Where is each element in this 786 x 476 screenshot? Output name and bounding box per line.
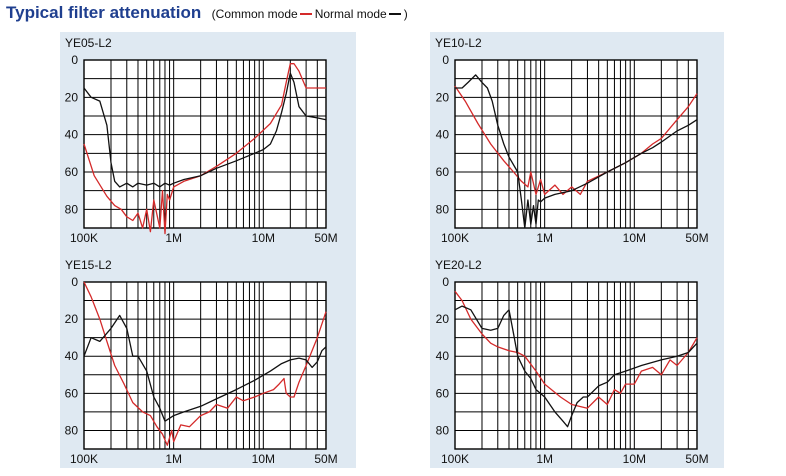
y-tick-label: 40	[436, 349, 450, 363]
x-tick-label: 10M	[623, 231, 646, 245]
y-tick-label: 20	[436, 90, 450, 104]
y-tick-label: 40	[65, 128, 79, 142]
plot-frame	[83, 281, 327, 450]
plot-area	[84, 60, 326, 228]
chart-4: YE20-L2 0 20 40 60 80 100K 1M 10M 50M	[430, 254, 724, 468]
y-tick-label: 0	[71, 53, 78, 67]
x-tick-label: 100K	[441, 231, 469, 245]
x-tick-label: 50M	[685, 452, 708, 466]
chart-2: YE10-L2 0 20 40 60 80 100K 1M 10M 50M	[430, 32, 724, 254]
common-mode-swatch	[299, 12, 312, 15]
chart-title: YE05-L2	[65, 36, 112, 50]
normal-mode-swatch	[388, 12, 401, 15]
legend-close-text: )	[403, 7, 408, 21]
y-tick-label: 80	[436, 423, 450, 437]
chart-title: YE20-L2	[435, 258, 482, 272]
figure-title: Typical filter attenuation (Common mode N…	[6, 3, 408, 23]
plot-frame	[454, 281, 698, 450]
common-mode-line	[454, 290, 698, 409]
legend-open-text: (Common mode	[211, 7, 298, 21]
legend-normal-text: Normal mode	[314, 7, 387, 21]
plot-area	[455, 282, 697, 449]
y-tick-label: 0	[71, 275, 78, 289]
x-tick-label: 50M	[685, 231, 708, 245]
y-tick-label: 20	[65, 312, 79, 326]
common-mode-line	[83, 281, 327, 446]
legend: (Common mode Normal mode)	[212, 7, 408, 21]
chart-title: YE15-L2	[65, 258, 112, 272]
y-tick-label: 0	[442, 53, 449, 67]
x-tick-label: 1M	[165, 231, 182, 245]
x-tick-label: 50M	[314, 452, 337, 466]
y-tick-label: 40	[65, 349, 79, 363]
x-tick-label: 50M	[314, 231, 337, 245]
y-tick-label: 40	[436, 128, 450, 142]
x-tick-label: 1M	[536, 231, 553, 245]
x-tick-label: 1M	[536, 452, 553, 466]
common-mode-line	[83, 63, 326, 235]
plot-frame	[454, 59, 698, 229]
y-tick-label: 20	[436, 312, 450, 326]
x-tick-label: 100K	[70, 231, 98, 245]
main-title: Typical filter attenuation	[6, 3, 202, 22]
plot-area	[455, 60, 697, 228]
y-tick-label: 0	[442, 275, 449, 289]
chart-3: YE15-L2 0 20 40 60 80 100K 1M 10M 50M	[60, 254, 356, 468]
chart-title: YE10-L2	[435, 36, 482, 50]
x-tick-label: 10M	[252, 231, 275, 245]
y-tick-label: 60	[65, 165, 79, 179]
normal-mode-line	[455, 74, 698, 229]
y-tick-label: 80	[65, 423, 79, 437]
y-tick-label: 60	[436, 165, 450, 179]
x-tick-label: 1M	[165, 452, 182, 466]
y-tick-label: 80	[436, 202, 450, 216]
y-tick-label: 20	[65, 90, 79, 104]
y-tick-label: 80	[65, 202, 79, 216]
y-tick-label: 60	[65, 386, 79, 400]
x-tick-label: 100K	[441, 452, 469, 466]
x-tick-label: 10M	[623, 452, 646, 466]
normal-mode-line	[83, 72, 327, 188]
common-mode-line	[454, 85, 698, 196]
y-tick-label: 60	[436, 386, 450, 400]
x-tick-label: 10M	[252, 452, 275, 466]
normal-mode-line	[454, 305, 698, 428]
plot-area	[84, 282, 326, 449]
x-tick-label: 100K	[70, 452, 98, 466]
chart-1: YE05-L2 0 20 40 60 80 100K 1M 10M 50M	[60, 32, 356, 254]
normal-mode-line	[83, 314, 327, 422]
